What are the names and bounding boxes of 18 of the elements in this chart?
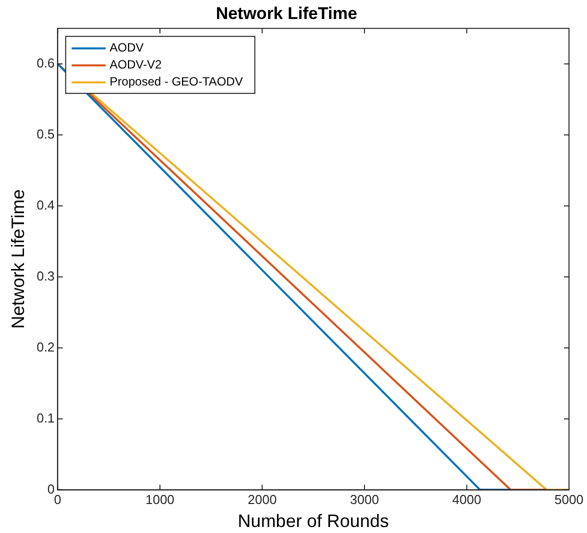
y-tick-label: 0.5 <box>36 126 55 142</box>
y-tick-label: 0.1 <box>36 410 55 426</box>
x-tick-label: 1000 <box>145 492 174 508</box>
x-tick-label: 2000 <box>248 492 277 508</box>
legend-label: AODV <box>110 40 144 55</box>
y-tick-label: 0.4 <box>36 197 55 212</box>
x-tick-label: 4000 <box>452 492 482 508</box>
y-tick-label: 0.3 <box>36 268 55 284</box>
x-axis-title: Number of Rounds <box>238 511 389 532</box>
x-tick-label: 5000 <box>554 492 584 508</box>
chart-title: Network LifeTime <box>216 4 358 23</box>
y-tick-label: 0.2 <box>36 339 55 354</box>
x-tick-label: 3000 <box>350 492 379 508</box>
y-tick-label: 0 <box>47 481 55 496</box>
y-axis-title: Network LifeTime <box>8 189 28 329</box>
legend-label: Proposed - GEO-TAODV <box>110 74 243 89</box>
y-tick-label: 0.6 <box>36 55 55 70</box>
legend-label: AODV-V2 <box>110 58 162 72</box>
